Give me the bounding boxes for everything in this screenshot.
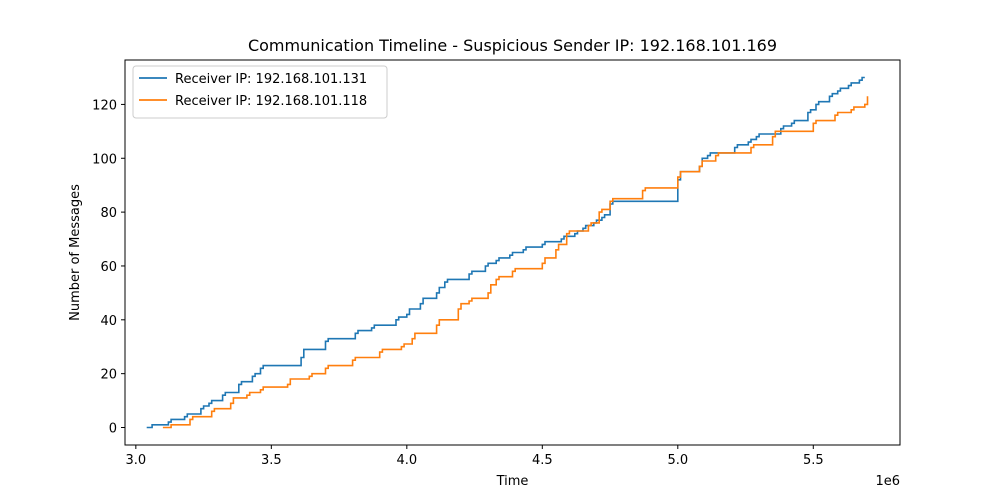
series-line-1 [146, 76, 865, 429]
x-axis-offset-label: 1e6 [875, 474, 900, 489]
y-tick-label: 120 [92, 98, 117, 113]
y-axis: 0 20 40 60 80 100 120 [92, 98, 125, 437]
y-tick-label: 20 [100, 368, 117, 383]
x-tick-label: 4.0 [396, 453, 417, 468]
x-tick-label: 5.5 [803, 453, 824, 468]
legend: Receiver IP: 192.168.101.131 Receiver IP:… [132, 65, 388, 119]
x-tick-label: 5.0 [667, 453, 688, 468]
legend-box [132, 65, 388, 119]
chart-title: Communication Timeline - Suspicious Send… [248, 36, 777, 55]
y-tick-label: 80 [100, 206, 117, 221]
x-tick-label: 3.5 [261, 453, 282, 468]
plot-frame [124, 59, 901, 446]
x-tick-label: 3.0 [125, 453, 146, 468]
x-axis-label: Time [496, 474, 529, 489]
x-tick-label: 4.5 [532, 453, 553, 468]
y-axis-label: Number of Messages [68, 184, 83, 321]
y-tick-label: 40 [100, 314, 117, 329]
series-line-2 [162, 96, 869, 429]
legend-label-1: Receiver IP: 192.168.101.131 [175, 72, 367, 87]
legend-label-2: Receiver IP: 192.168.101.118 [175, 94, 367, 109]
x-axis: 3.0 3.5 4.0 4.5 5.0 5.5 [125, 445, 824, 468]
y-tick-label: 100 [92, 152, 117, 167]
y-tick-label: 60 [100, 260, 117, 275]
y-tick-label: 0 [109, 422, 117, 437]
series-layer [146, 76, 869, 429]
